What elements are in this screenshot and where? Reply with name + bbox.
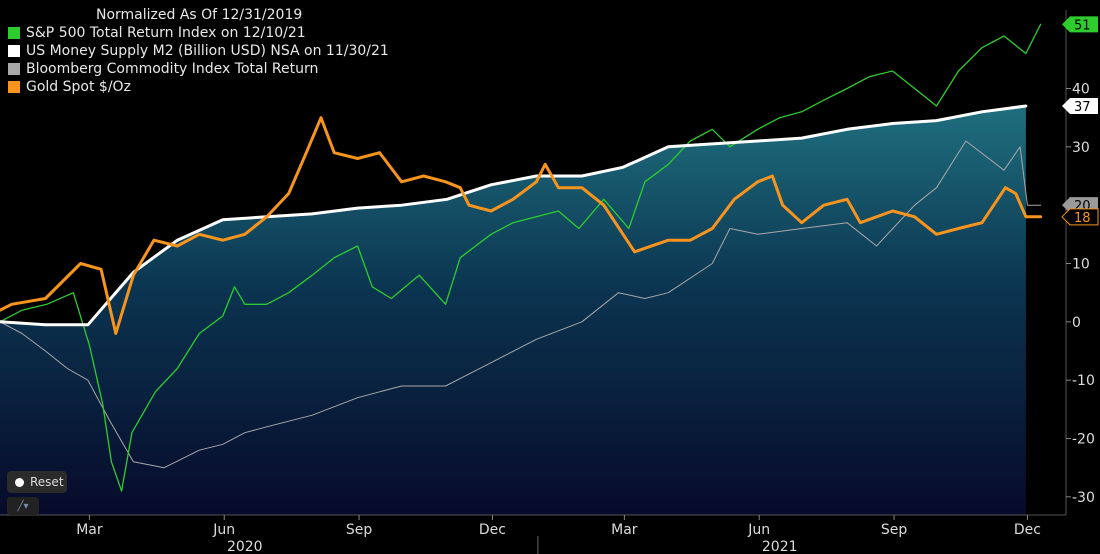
- legend-item-gold: Gold Spot $/Oz: [8, 78, 389, 96]
- x-tick-label: Sep: [346, 522, 373, 538]
- last-value-tag: [1061, 208, 1099, 226]
- y-tick-label: -10: [1072, 373, 1095, 389]
- legend-swatch: [8, 63, 20, 75]
- y-tick-label: 0: [1072, 315, 1081, 331]
- x-tick-label: Sep: [881, 522, 908, 538]
- x-tick-label: Jun: [747, 522, 770, 538]
- x-tick-label: Jun: [212, 522, 235, 538]
- x-axis-ticks: Mar Jun Sep Dec Mar Jun Sep Dec 2020 2021: [76, 515, 1041, 554]
- reset-icon: [15, 477, 24, 487]
- y-axis-ticks: -30-20-10010203040: [1066, 82, 1095, 506]
- legend-swatch: [8, 81, 20, 93]
- x-tick-label: Mar: [611, 522, 638, 538]
- legend-label: S&P 500 Total Return Index on 12/10/21: [26, 25, 306, 41]
- legend-label: US Money Supply M2 (Billion USD) NSA on …: [26, 43, 389, 59]
- legend-swatch: [8, 45, 20, 57]
- legend-item-commodity: Bloomberg Commodity Index Total Return: [8, 60, 389, 78]
- legend-item-sp500: S&P 500 Total Return Index on 12/10/21: [8, 24, 389, 42]
- y-tick-label: 40: [1072, 82, 1090, 98]
- x-tick-label: Mar: [76, 522, 103, 538]
- reset-label: Reset: [30, 475, 64, 489]
- sp500-line: [0, 23, 1042, 492]
- y-tick-label: -30: [1072, 490, 1095, 506]
- commodity-line: [0, 140, 1042, 469]
- last-value-tag: [1062, 98, 1098, 114]
- m2-area-fill: [0, 106, 1026, 515]
- year-label: 2021: [762, 539, 798, 554]
- m2-area: [0, 106, 1026, 515]
- x-tick-label: Dec: [1014, 522, 1041, 538]
- y-tick-label: 30: [1072, 140, 1090, 156]
- x-tick-label: Dec: [479, 522, 506, 538]
- chart-type-menu-button[interactable]: ╱▾: [7, 497, 39, 515]
- last-value-label: 37: [1074, 100, 1091, 115]
- last-value-tag: [1062, 16, 1098, 33]
- y-tick-label: 10: [1072, 257, 1090, 273]
- gold-line: [0, 116, 1043, 335]
- last-value-label: 51: [1074, 18, 1091, 33]
- series-lines: [0, 23, 1043, 492]
- legend-item-m2: US Money Supply M2 (Billion USD) NSA on …: [8, 42, 389, 60]
- year-label: 2020: [227, 539, 263, 554]
- legend-label: Bloomberg Commodity Index Total Return: [26, 61, 319, 77]
- legend-swatch: [8, 27, 20, 39]
- y-tick-label: -20: [1072, 432, 1095, 448]
- last-value-label: 18: [1074, 211, 1091, 226]
- line-chart-icon: ╱▾: [17, 500, 29, 512]
- legend-label: Gold Spot $/Oz: [26, 79, 131, 95]
- legend: Normalized As Of 12/31/2019 S&P 500 Tota…: [8, 6, 389, 96]
- reset-button[interactable]: Reset: [7, 471, 67, 493]
- legend-title: Normalized As Of 12/31/2019: [96, 7, 303, 23]
